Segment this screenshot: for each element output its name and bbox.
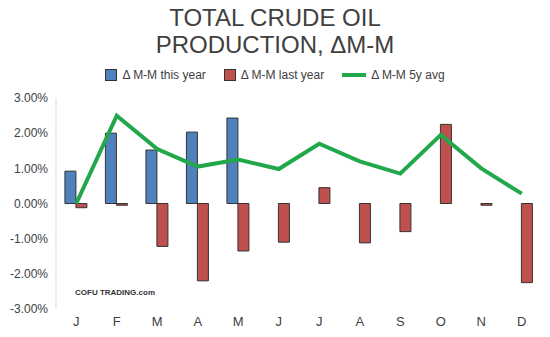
svg-text:J: J <box>276 314 283 329</box>
svg-text:J: J <box>316 314 323 329</box>
svg-text:A: A <box>355 314 364 329</box>
html-text:TOTAL CRUDE OIL PRODUCTION, ΔM: TOTAL CRUDE OIL PRODUCTION, ΔM-M <box>155 4 395 58</box>
svg-text:1.00%: 1.00% <box>14 162 48 176</box>
svg-text:N: N <box>477 314 486 329</box>
svg-text:J: J <box>73 314 80 329</box>
html-text:Δ M-M 5y avg: Δ M-M 5y avg <box>371 68 445 82</box>
svg-text:3.00%: 3.00% <box>14 91 48 105</box>
svg-text:2.00%: 2.00% <box>14 126 48 140</box>
svg-text:0.00%: 0.00% <box>14 197 48 211</box>
svg-text:M: M <box>233 314 244 329</box>
svg-text:D: D <box>517 314 526 329</box>
svg-text:F: F <box>113 314 121 329</box>
svg-text:-3.00%: -3.00% <box>10 302 48 316</box>
svg-text:M: M <box>152 314 163 329</box>
svg-text:S: S <box>396 314 405 329</box>
html-text:Δ M-M this year: Δ M-M this year <box>122 68 206 82</box>
svg-text:-2.00%: -2.00% <box>10 267 48 281</box>
svg-text:-1.00%: -1.00% <box>10 232 48 246</box>
html-text:Δ M-M last year: Δ M-M last year <box>240 68 325 82</box>
svg-text:O: O <box>436 314 446 329</box>
svg-text:A: A <box>193 314 202 329</box>
html-text:COFU TRADING.com: COFU TRADING.com <box>75 288 155 297</box>
